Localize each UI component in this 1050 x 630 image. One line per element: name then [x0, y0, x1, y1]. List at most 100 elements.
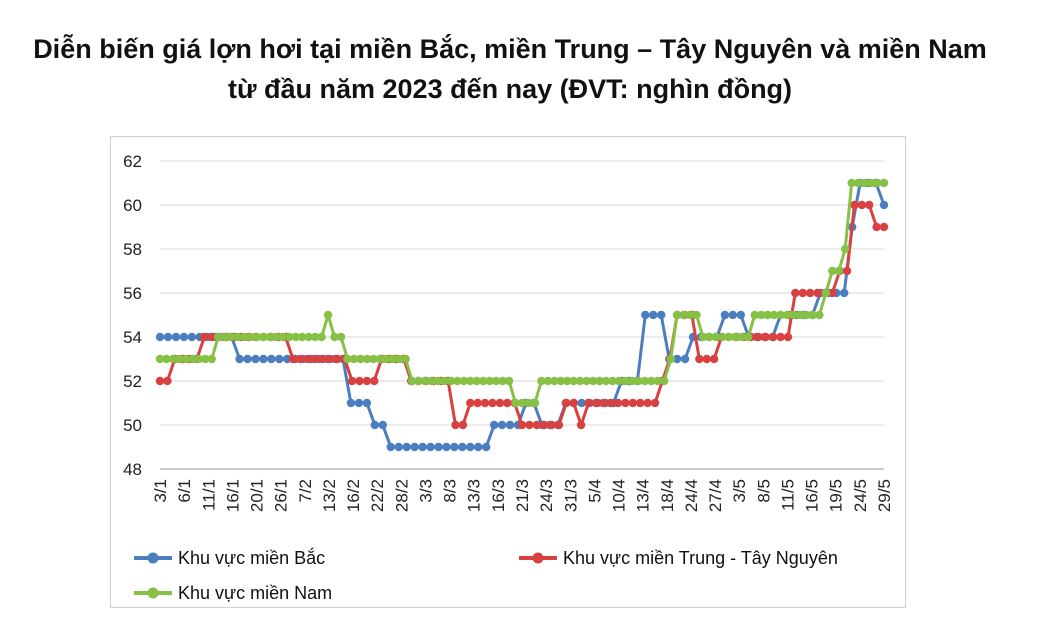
data-point: [434, 442, 443, 452]
x-tick-label: 24/5: [851, 479, 870, 512]
data-point: [394, 442, 403, 452]
data-point: [275, 354, 284, 364]
data-point: [692, 310, 701, 320]
data-point: [634, 376, 643, 386]
legend-label: Khu vực miền Trung - Tây Nguyên: [563, 548, 838, 568]
data-point: [744, 332, 753, 342]
data-point: [472, 376, 481, 386]
data-point: [698, 332, 708, 342]
data-point: [554, 420, 564, 430]
data-point: [175, 354, 184, 364]
data-point: [370, 376, 379, 386]
legend-item: Khu vực miền Nam: [134, 583, 332, 603]
data-point: [343, 354, 352, 364]
data-point: [427, 376, 436, 386]
legend-item: Khu vực miền Bắc: [134, 547, 325, 568]
data-point: [511, 398, 520, 408]
data-point: [433, 376, 443, 386]
data-point: [410, 442, 419, 452]
data-point: [879, 222, 889, 232]
data-point: [474, 442, 483, 452]
y-tick-label: 62: [123, 152, 142, 171]
data-point: [495, 398, 505, 408]
data-point: [795, 310, 805, 320]
data-point: [362, 354, 372, 364]
data-point: [303, 354, 312, 364]
legend-item: Khu vực miền Trung - Tây Nguyên: [519, 548, 838, 568]
data-point: [503, 398, 512, 408]
data-point: [207, 354, 216, 364]
data-point: [420, 376, 430, 386]
data-point: [841, 244, 850, 254]
data-point: [614, 376, 624, 386]
data-point: [808, 310, 818, 320]
series-lines: [155, 178, 889, 452]
data-point: [761, 332, 770, 342]
data-point: [517, 398, 527, 408]
data-point: [458, 442, 467, 452]
data-point: [709, 354, 719, 364]
data-point: [750, 310, 759, 320]
data-point: [304, 332, 313, 342]
data-point: [207, 332, 216, 342]
data-point: [754, 332, 763, 342]
data-point: [595, 376, 604, 386]
series-3: [155, 178, 889, 408]
data-point: [369, 354, 378, 364]
data-point: [647, 376, 656, 386]
data-point: [584, 398, 593, 408]
data-point: [805, 288, 815, 298]
data-point: [375, 354, 384, 364]
x-tick-label: 16/5: [803, 479, 822, 512]
data-point: [641, 310, 650, 320]
data-point: [220, 332, 229, 342]
data-point: [233, 332, 242, 342]
data-point: [530, 398, 540, 408]
data-point: [296, 354, 305, 364]
data-point: [769, 310, 779, 320]
data-point: [155, 376, 165, 386]
data-point: [504, 376, 514, 386]
x-tick-label: 26/1: [272, 479, 291, 512]
data-point: [672, 354, 682, 364]
data-point: [451, 420, 460, 430]
x-tick-label: 5/4: [585, 479, 604, 503]
data-point: [346, 398, 356, 408]
chart-frame: [110, 136, 906, 608]
data-point: [188, 354, 197, 364]
x-tick-label: 24/4: [682, 479, 701, 512]
x-tick-label: 22/2: [368, 479, 387, 512]
data-point: [865, 200, 874, 210]
x-tick-label: 3/3: [416, 479, 435, 503]
data-point: [776, 310, 785, 320]
data-point: [162, 354, 171, 364]
data-point: [563, 376, 572, 386]
y-axis-ticks: 48 50 52 54 56 58 60 62: [123, 152, 142, 479]
data-point: [489, 420, 499, 430]
x-tick-label: 11/1: [199, 479, 218, 511]
data-point: [168, 354, 178, 364]
x-tick-label: 11/5: [778, 479, 797, 511]
data-point: [402, 442, 411, 452]
legend-label: Khu vực miền Bắc: [178, 547, 325, 568]
data-point: [575, 376, 585, 386]
x-tick-label: 8/5: [754, 479, 773, 503]
y-tick-label: 60: [123, 196, 142, 215]
data-point: [599, 398, 608, 408]
data-point: [879, 200, 889, 210]
x-tick-label: 21/3: [513, 479, 532, 512]
data-point: [680, 354, 690, 364]
data-point: [569, 376, 578, 386]
data-point: [640, 376, 650, 386]
y-tick-label: 48: [123, 460, 142, 479]
data-point: [480, 398, 490, 408]
data-point: [155, 354, 165, 364]
x-tick-label: 8/3: [441, 479, 460, 503]
data-point: [588, 376, 598, 386]
y-tick-label: 54: [123, 328, 142, 347]
data-point: [532, 420, 541, 430]
data-point: [621, 398, 630, 408]
x-tick-label: 29/5: [875, 479, 894, 512]
data-point: [550, 376, 559, 386]
data-point: [834, 266, 843, 276]
